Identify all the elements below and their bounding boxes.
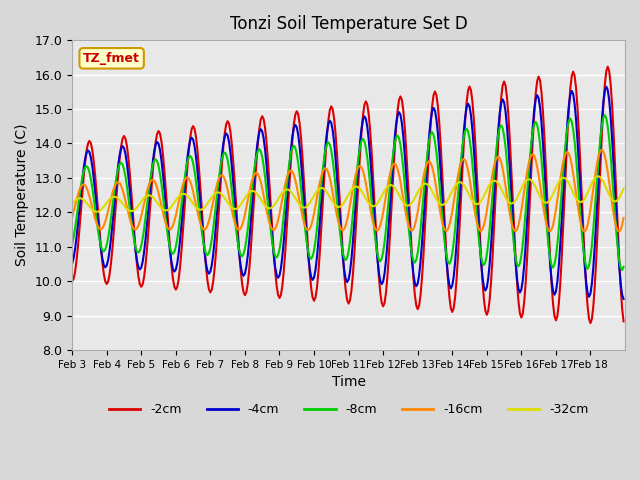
Y-axis label: Soil Temperature (C): Soil Temperature (C) bbox=[15, 124, 29, 266]
-16cm bbox=[598, 147, 606, 153]
-2cm bbox=[543, 194, 551, 200]
X-axis label: Time: Time bbox=[332, 375, 365, 389]
-16cm bbox=[618, 222, 626, 228]
-32cm bbox=[87, 205, 95, 211]
-16cm bbox=[87, 199, 95, 204]
-8cm bbox=[543, 229, 551, 235]
-2cm bbox=[620, 319, 627, 324]
-32cm bbox=[545, 198, 552, 204]
-16cm bbox=[543, 224, 551, 230]
Line: -8cm: -8cm bbox=[72, 115, 623, 270]
-8cm bbox=[87, 176, 95, 182]
-8cm bbox=[104, 235, 112, 241]
-32cm bbox=[106, 196, 113, 202]
-32cm bbox=[93, 209, 100, 215]
-8cm bbox=[352, 180, 360, 186]
-4cm bbox=[543, 216, 551, 222]
-16cm bbox=[68, 214, 76, 220]
-16cm bbox=[104, 208, 112, 214]
Legend: -2cm, -4cm, -8cm, -16cm, -32cm: -2cm, -4cm, -8cm, -16cm, -32cm bbox=[104, 398, 593, 421]
Line: -2cm: -2cm bbox=[72, 67, 623, 323]
Title: Tonzi Soil Temperature Set D: Tonzi Soil Temperature Set D bbox=[230, 15, 467, 33]
-4cm bbox=[461, 114, 469, 120]
-32cm bbox=[594, 173, 602, 179]
-8cm bbox=[461, 128, 469, 133]
-8cm bbox=[620, 264, 627, 270]
-2cm bbox=[604, 64, 612, 70]
-8cm bbox=[68, 241, 76, 247]
-4cm bbox=[620, 296, 627, 302]
-8cm bbox=[617, 265, 625, 271]
-32cm bbox=[353, 184, 361, 190]
-4cm bbox=[68, 261, 76, 266]
-8cm bbox=[601, 112, 609, 118]
-32cm bbox=[463, 187, 470, 193]
-4cm bbox=[104, 257, 112, 263]
-32cm bbox=[68, 201, 76, 207]
-4cm bbox=[352, 198, 360, 204]
-2cm bbox=[68, 278, 76, 284]
-2cm bbox=[461, 117, 469, 123]
-4cm bbox=[87, 155, 95, 160]
Line: -16cm: -16cm bbox=[72, 150, 623, 232]
Line: -32cm: -32cm bbox=[72, 176, 623, 212]
-16cm bbox=[616, 229, 623, 235]
-2cm bbox=[104, 279, 112, 285]
Line: -4cm: -4cm bbox=[72, 87, 623, 299]
-2cm bbox=[87, 140, 95, 146]
-2cm bbox=[587, 320, 595, 326]
-4cm bbox=[602, 84, 610, 90]
-2cm bbox=[618, 305, 626, 311]
-16cm bbox=[352, 171, 360, 177]
-4cm bbox=[617, 281, 625, 287]
-8cm bbox=[618, 267, 626, 273]
-16cm bbox=[620, 215, 627, 221]
-32cm bbox=[620, 186, 627, 192]
Text: TZ_fmet: TZ_fmet bbox=[83, 52, 140, 65]
-16cm bbox=[461, 157, 469, 163]
-2cm bbox=[352, 227, 360, 232]
-32cm bbox=[618, 189, 626, 195]
